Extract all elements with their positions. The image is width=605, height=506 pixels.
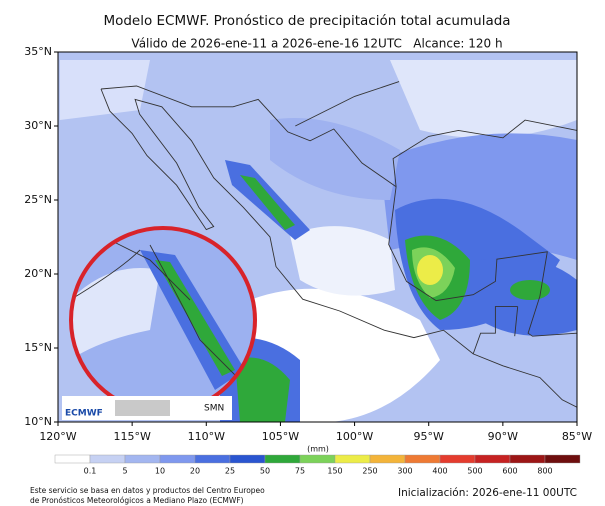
colorbar-segment — [299, 454, 336, 464]
coastline — [388, 119, 577, 337]
colorbar-segment — [159, 454, 196, 464]
colorbar-segment — [264, 454, 301, 464]
colorbar-unit: (mm) — [307, 445, 329, 454]
logos: ECMWF SMN — [62, 396, 232, 420]
colorbar-label: 400 — [432, 467, 447, 476]
coastline — [100, 85, 397, 188]
coastline — [100, 88, 577, 408]
colorbar-label: 500 — [467, 467, 482, 476]
lat-label: 10°N — [24, 415, 52, 428]
lon-label: 110°W — [188, 430, 225, 443]
colorbar-label: 600 — [502, 467, 517, 476]
colorbar-segment — [404, 454, 441, 464]
lat-label: 25°N — [24, 193, 52, 206]
colorbar-segment — [474, 454, 511, 464]
subtitle: Válido de 2026-ene-11 a 2026-ene-16 12UT… — [131, 37, 502, 51]
colorbar-segment — [194, 454, 231, 464]
colorbar-label: 5 — [122, 467, 127, 476]
colorbar-label: 150 — [327, 467, 342, 476]
logo-text: SMN — [204, 404, 224, 414]
lon-label: 120°W — [39, 430, 76, 443]
colorbar-segment — [544, 454, 581, 464]
lon-label: 95°W — [414, 430, 444, 443]
colorbar-label: 300 — [397, 467, 412, 476]
colorbar-label: 10 — [155, 467, 165, 476]
colorbar-label: 25 — [225, 467, 235, 476]
lon-label: 85°W — [562, 430, 592, 443]
colorbar-label: 20 — [190, 467, 200, 476]
title: Modelo ECMWF. Pronóstico de precipitació… — [103, 13, 510, 29]
colorbar-segment — [334, 454, 371, 464]
colorbar-label: 250 — [362, 467, 377, 476]
lat-label: 15°N — [24, 341, 52, 354]
coastline — [295, 81, 400, 127]
logo-text: ECMWF — [65, 409, 103, 419]
colorbar-segment — [54, 454, 91, 464]
coastline — [472, 306, 518, 355]
colorbar-label: 50 — [260, 467, 270, 476]
footer-note: de Pronósticos Meteorológicos a Mediano … — [30, 496, 244, 505]
lat-label: 20°N — [24, 267, 52, 280]
lon-label: 115°W — [113, 430, 150, 443]
colorbar-segment — [89, 454, 126, 464]
colorbar-segment — [369, 454, 406, 464]
magnifier — [69, 226, 257, 414]
colorbar-label: 75 — [295, 467, 305, 476]
lat-label: 35°N — [24, 45, 52, 58]
lon-label: 105°W — [262, 430, 299, 443]
colorbar-segment — [124, 454, 161, 464]
colorbar-segment — [439, 454, 476, 464]
init-time: Inicialización: 2026-ene-11 00UTC — [398, 487, 577, 499]
lat-label: 30°N — [24, 119, 52, 132]
lon-label: 90°W — [488, 430, 518, 443]
colorbar-segment — [229, 454, 266, 464]
colorbar-segment — [509, 454, 546, 464]
colorbar-label: 0.1 — [84, 467, 97, 476]
coastline — [514, 306, 519, 337]
footer-note: Este servicio se basa en datos y product… — [30, 486, 265, 495]
colorbar-label: 800 — [537, 467, 552, 476]
lon-label: 100°W — [336, 430, 373, 443]
